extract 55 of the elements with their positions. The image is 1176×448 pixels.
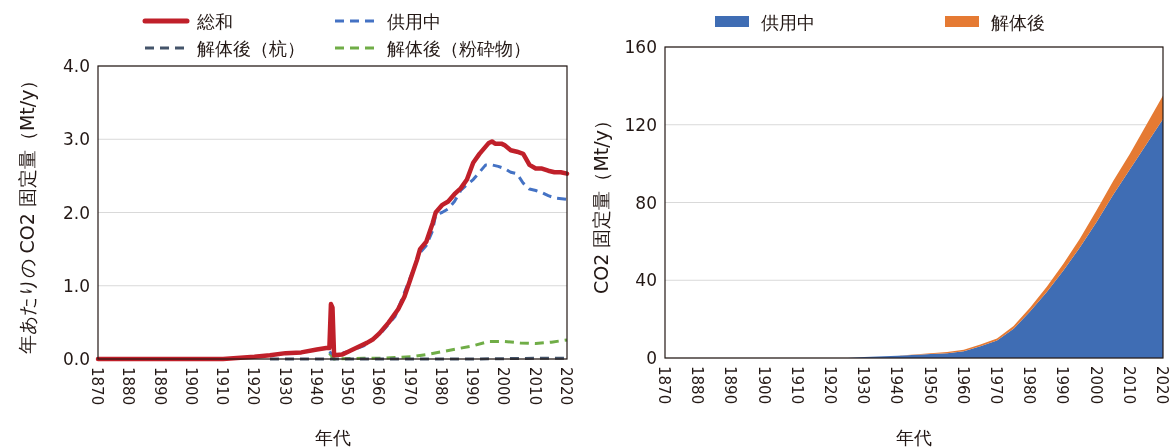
x-axis-title: 年代 (896, 427, 932, 448)
x-tick-label: 1980 (431, 367, 450, 406)
y-tick-label: 0.0 (62, 349, 90, 369)
y-tick-label: 2.0 (62, 202, 90, 223)
x-tick-label: 1960 (369, 367, 388, 406)
y-tick-label: 40 (635, 270, 657, 291)
x-tick-label: 1940 (306, 367, 325, 406)
x-tick-label: 2000 (1086, 366, 1105, 405)
legend-label: 解体後 (991, 12, 1045, 33)
x-tick-label: 1890 (721, 366, 740, 405)
x-tick-label: 2020 (557, 367, 575, 406)
x-tick-label: 1950 (920, 366, 939, 405)
y-tick-label: 3.0 (62, 129, 90, 150)
x-tick-label: 1900 (181, 367, 200, 406)
x-tick-label: 1910 (213, 367, 232, 406)
x-tick-label: 1980 (1020, 366, 1039, 405)
x-tick-label: 1880 (119, 367, 138, 406)
x-tick-label: 1890 (150, 367, 169, 406)
y-tick-label: 80 (635, 192, 657, 213)
x-tick-label: 1990 (1053, 366, 1072, 405)
x-tick-label: 2010 (525, 367, 544, 406)
x-tick-label: 1930 (275, 367, 294, 406)
x-axis-title: 年代 (314, 427, 351, 448)
y-tick-label: 4.0 (62, 56, 90, 76)
x-tick-label: 1920 (244, 367, 263, 406)
x-tick-label: 1870 (88, 367, 106, 406)
y-tick-label: 0 (646, 348, 657, 368)
x-tick-label: 1970 (400, 367, 419, 406)
x-tick-label: 1940 (887, 366, 906, 405)
x-tick-label: 1880 (688, 366, 707, 405)
y-tick-label: 160 (624, 37, 657, 57)
x-tick-label: 2010 (1119, 366, 1138, 405)
y-tick-label: 1.0 (62, 275, 90, 296)
legend-label: 供用中 (761, 12, 815, 33)
x-tick-label: 1950 (338, 367, 357, 406)
y-axis-title: CO2 固定量（Mt/y） (590, 111, 612, 294)
x-tick-label: 1900 (754, 366, 773, 405)
legend-label: 解体後（杭） (197, 38, 305, 59)
y-axis-title: 年あたりの CO2 固定量（Mt/y） (16, 70, 38, 355)
x-tick-label: 1910 (787, 366, 806, 405)
x-tick-label: 1930 (854, 366, 873, 405)
x-tick-label: 1990 (463, 367, 482, 406)
legend-label: 総和 (196, 11, 233, 32)
y-tick-label: 120 (624, 114, 657, 135)
legend-label: 解体後（粉砕物） (387, 38, 531, 59)
line-series (95, 139, 570, 362)
x-tick-label: 1920 (821, 366, 839, 405)
x-tick-label: 1970 (987, 366, 1005, 405)
x-tick-label: 2000 (494, 367, 513, 406)
x-tick-label: 1870 (655, 366, 673, 405)
line-series (327, 338, 569, 361)
legend-label: 供用中 (387, 11, 441, 32)
x-tick-label: 1960 (953, 366, 972, 405)
x-tick-label: 2020 (1153, 366, 1171, 405)
line-series (327, 163, 569, 357)
